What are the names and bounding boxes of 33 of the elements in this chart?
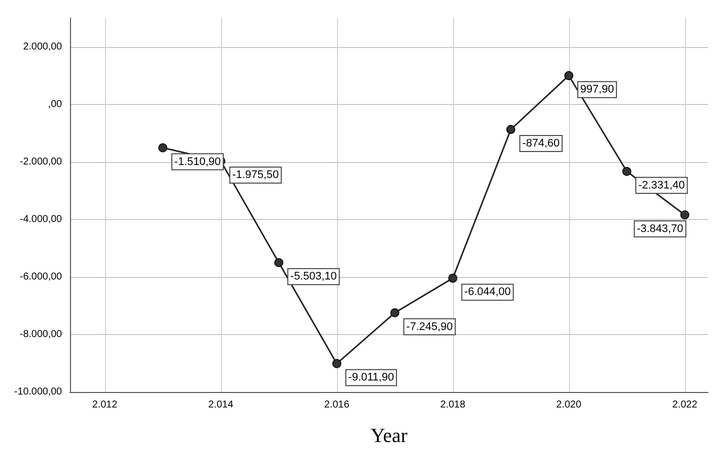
y-tick-label: -6.000,00: [20, 271, 62, 282]
data-label: -2.331,40: [638, 179, 685, 192]
point: [274, 258, 284, 268]
x-tick-label: 2.012: [92, 400, 118, 410]
data-label: -3.843,70: [636, 222, 684, 235]
point: [448, 274, 458, 283]
y-tick-label: 2.000,00: [23, 41, 62, 52]
x-tick-label: 2.016: [324, 400, 350, 410]
y-tick-label: -10.000,00: [14, 386, 62, 398]
point: [158, 143, 168, 152]
data-label: 997,90: [580, 84, 614, 96]
y-tick-label: ,00: [48, 98, 62, 110]
point: [390, 308, 400, 318]
x-axis-title: Year: [370, 425, 408, 447]
point: [680, 210, 690, 220]
point: [622, 166, 632, 176]
x-tick-label: 2.014: [208, 400, 234, 410]
data-label: -1.975,50: [232, 169, 279, 182]
point: [332, 359, 342, 368]
x-tick-label: 2.018: [440, 400, 466, 410]
point: [564, 71, 574, 80]
data-label: -9.011,90: [348, 372, 394, 384]
y-tick-label: -8.000,00: [20, 328, 62, 340]
data-label: -6.044,00: [464, 286, 511, 298]
point: [506, 124, 516, 134]
data-label: -7.245,90: [406, 320, 453, 333]
y-tick-label: -2.000,00: [20, 156, 62, 168]
x-tick-label: 2.020: [556, 400, 582, 410]
data-label: -1.510,90: [174, 156, 221, 168]
x-tick-label: 2.022: [672, 400, 698, 410]
data-label: -874,60: [522, 137, 560, 150]
data-label: -5.503,10: [290, 270, 337, 283]
y-tick-label: -4.000,00: [20, 214, 62, 225]
